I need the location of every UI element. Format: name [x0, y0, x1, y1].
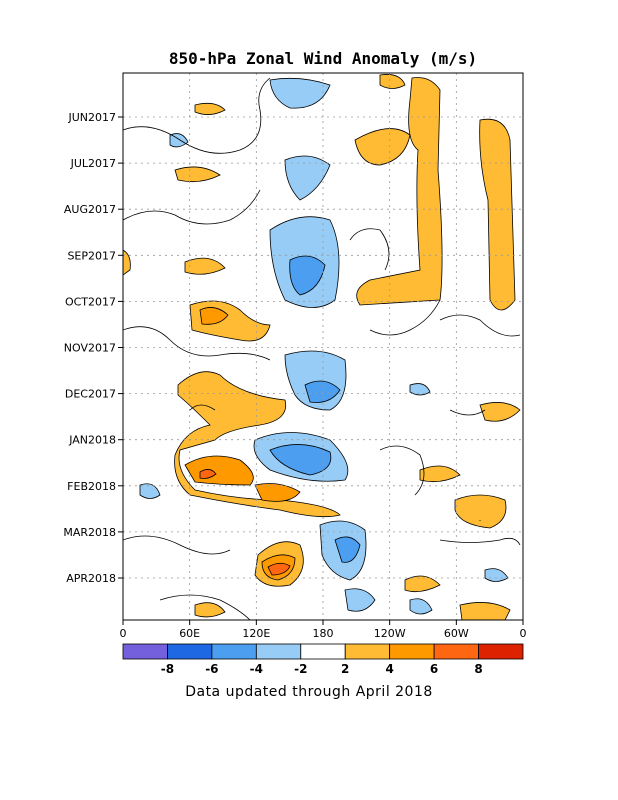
y-tick-label: JAN2018: [68, 434, 116, 447]
colorbar: -8 -6 -4 -2 2 4 6 8: [122, 643, 524, 676]
anomaly-blob: [304, 380, 341, 403]
y-tick-label: FEB2018: [67, 480, 116, 493]
y-tick-label: APR2018: [66, 572, 116, 585]
colorbar-tick-label: 2: [341, 662, 349, 676]
contour-line: [439, 314, 521, 337]
y-tick-label: SEP2017: [67, 249, 116, 262]
colorbar-swatch: [389, 643, 435, 660]
anomaly-blob: [289, 255, 326, 296]
anomaly-blob: [254, 483, 301, 502]
anomaly-blob: [409, 383, 431, 396]
anomaly-blob: [139, 483, 161, 499]
positive-anomaly-regions: [123, 74, 521, 620]
contour-line: [123, 189, 261, 225]
colorbar-tick-label: -6: [205, 662, 218, 676]
y-tick-label: MAR2018: [63, 526, 116, 539]
anomaly-blob: [459, 602, 511, 620]
anomaly-blob: [194, 102, 226, 115]
contour-line: [449, 409, 486, 416]
x-tick-label: 0: [120, 627, 127, 640]
x-tick-label: 180: [313, 627, 334, 640]
y-tick-label: JUN2017: [67, 111, 116, 124]
anomaly-blob: [174, 166, 221, 183]
anomaly-blob: [284, 155, 331, 201]
contour-line: [439, 537, 521, 546]
colorbar-swatch: [255, 643, 302, 660]
y-tick-label: NOV2017: [64, 342, 116, 355]
anomaly-blob: [199, 307, 229, 325]
y-tick-label: AUG2017: [64, 203, 116, 216]
colorbar-swatch: [122, 643, 168, 660]
anomaly-blob: [184, 257, 226, 275]
contour-line: [379, 445, 425, 496]
x-tick-label: 60E: [179, 627, 200, 640]
contour-line: [189, 404, 216, 411]
gridlines: [123, 73, 523, 620]
anomaly-blob: [269, 444, 332, 476]
anomaly-blob: [199, 469, 217, 479]
colorbar-tick-label: 6: [430, 662, 438, 676]
colorbar-tick-label: 4: [385, 662, 393, 676]
negative-anomaly-regions: [139, 77, 509, 615]
anomaly-blob: [354, 128, 411, 166]
y-tick-label: DEC2017: [65, 388, 116, 401]
x-axis: 0 60E 120E 180 120W 60W 0: [120, 620, 527, 640]
plot-area: [123, 73, 523, 620]
colorbar-tick-label: -4: [250, 662, 263, 676]
x-tick-label: 120W: [374, 627, 406, 640]
anomaly-blob: [419, 465, 461, 483]
colorbar-tick-label: -8: [161, 662, 174, 676]
x-tick-label: 120E: [242, 627, 270, 640]
anomaly-blob: [344, 588, 376, 612]
anomaly-blob: [454, 494, 507, 529]
anomaly-blob: [194, 602, 226, 618]
x-tick-label: 60W: [444, 627, 469, 640]
colorbar-tick-label: -2: [294, 662, 307, 676]
anomaly-blob: [379, 74, 406, 89]
colorbar-swatch: [167, 643, 213, 660]
zero-contours: [123, 77, 521, 620]
colorbar-swatch: [344, 643, 391, 660]
chart-title: 850-hPa Zonal Wind Anomaly (m/s): [169, 49, 477, 68]
anomaly-blob: [334, 536, 361, 563]
colorbar-swatch: [211, 643, 257, 660]
anomaly-blob: [479, 402, 521, 422]
y-tick-label: JUL2017: [70, 157, 116, 170]
anomaly-blob: [404, 575, 441, 593]
x-tick-label: 0: [520, 627, 527, 640]
footer-note: Data updated through April 2018: [185, 684, 433, 700]
anomaly-blob: [267, 562, 291, 576]
contour-line: [349, 228, 390, 271]
y-axis: JUN2017 JUL2017 AUG2017 SEP2017 OCT2017 NOV20…: [63, 111, 123, 585]
anomaly-blob: [123, 249, 131, 276]
contour-line: [123, 77, 271, 154]
y-tick-label: OCT2017: [65, 295, 116, 308]
colorbar-swatch: [300, 643, 346, 660]
anomaly-blob: [479, 118, 516, 311]
contour-line: [369, 299, 441, 336]
colorbar-swatch: [478, 643, 524, 660]
contour-line: [123, 326, 271, 361]
anomaly-blob: [269, 77, 331, 109]
contour-line: [123, 535, 231, 555]
colorbar-tick-label: 8: [474, 662, 482, 676]
anomaly-blob: [356, 77, 443, 306]
anomaly-blob: [409, 598, 433, 615]
contour-line: [159, 594, 251, 620]
colorbar-swatch: [433, 643, 479, 660]
